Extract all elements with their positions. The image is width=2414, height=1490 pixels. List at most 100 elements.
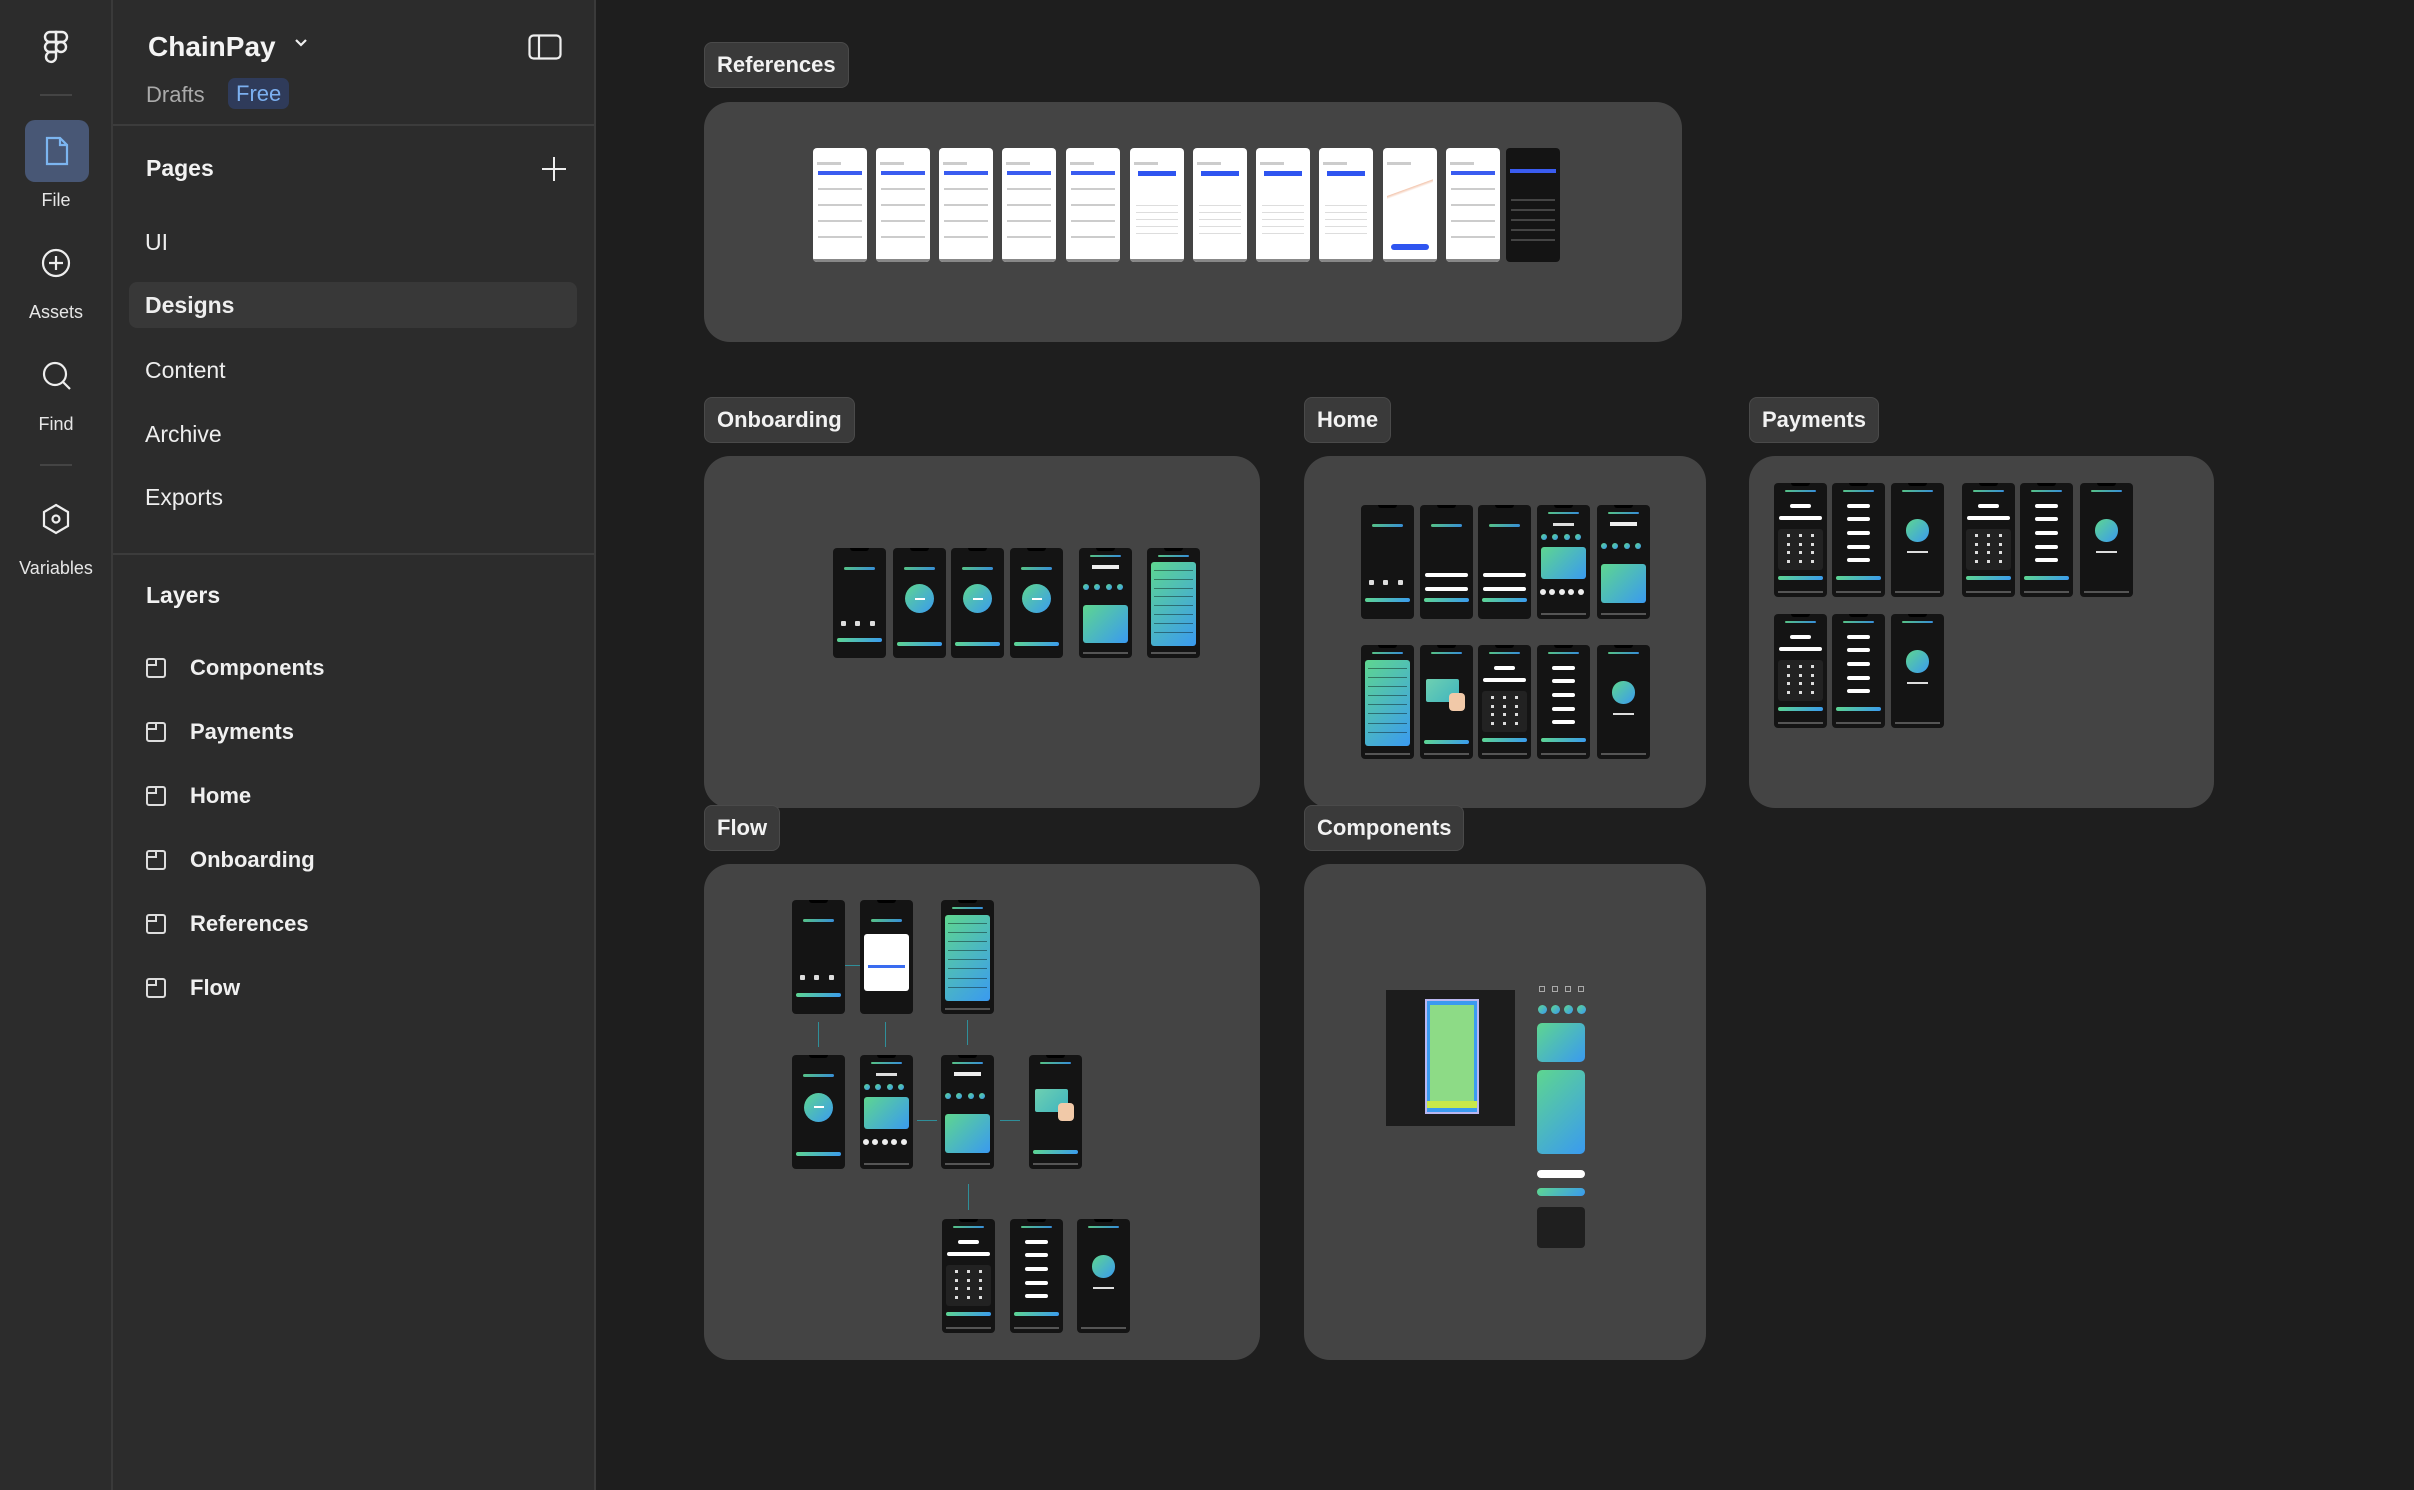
screen-thumbnail[interactable] <box>1832 483 1885 597</box>
action-circle[interactable] <box>1564 1005 1573 1014</box>
screen-thumbnail[interactable] <box>1077 1219 1130 1333</box>
thumb-detail <box>1070 162 1095 165</box>
screen-thumbnail[interactable] <box>2080 483 2133 597</box>
screen-thumbnail[interactable] <box>1774 483 1827 597</box>
page-item-archive[interactable]: Archive <box>145 421 222 447</box>
screen-thumbnail[interactable] <box>860 1055 913 1169</box>
thumb-detail <box>1026 1219 1047 1222</box>
section-label-onboarding[interactable]: Onboarding <box>704 397 855 443</box>
activity-card-large[interactable] <box>1537 1070 1585 1154</box>
screen-thumbnail[interactable] <box>876 148 930 262</box>
action-circle[interactable] <box>1577 1005 1586 1014</box>
screen-thumbnail[interactable] <box>939 148 993 262</box>
screen-thumbnail[interactable] <box>1891 614 1944 728</box>
screen-thumbnail[interactable] <box>1597 645 1650 759</box>
drafts-link[interactable]: Drafts <box>146 82 205 107</box>
screen-thumbnail[interactable] <box>941 1055 994 1169</box>
action-circle[interactable] <box>1538 1005 1547 1014</box>
page-item-ui[interactable]: UI <box>145 229 168 255</box>
assets-button[interactable] <box>41 248 71 283</box>
screen-thumbnail[interactable] <box>1029 1055 1082 1169</box>
screen-thumbnail[interactable] <box>1962 483 2015 597</box>
screen-thumbnail[interactable] <box>1774 614 1827 728</box>
figma-logo-icon[interactable] <box>40 30 72 71</box>
social-icon <box>1383 580 1389 586</box>
input-field <box>1024 1294 1049 1299</box>
screen-thumbnail[interactable] <box>1361 645 1414 759</box>
screen-thumbnail[interactable] <box>1361 505 1414 619</box>
screen-thumbnail[interactable] <box>1066 148 1120 262</box>
thumb-detail <box>818 236 862 238</box>
screen-thumbnail[interactable] <box>792 900 845 1014</box>
page-item-content[interactable]: Content <box>145 357 226 383</box>
screen-thumbnail[interactable] <box>1597 505 1650 619</box>
file-button[interactable] <box>25 120 89 182</box>
variables-button[interactable] <box>42 503 70 540</box>
screen-thumbnail[interactable] <box>1193 148 1247 262</box>
file-name[interactable]: ChainPay <box>148 31 276 62</box>
plan-badge[interactable]: Free <box>228 78 290 109</box>
screen-thumbnail[interactable] <box>792 1055 845 1169</box>
section-label-flow[interactable]: Flow <box>704 805 781 851</box>
screen-thumbnail[interactable] <box>1478 645 1531 759</box>
button-component[interactable] <box>1537 1188 1585 1196</box>
screen-thumbnail[interactable] <box>1147 548 1200 658</box>
screen-thumbnail[interactable] <box>1010 1219 1063 1333</box>
screen-thumbnail[interactable] <box>1420 645 1473 759</box>
screen-thumbnail[interactable] <box>1319 148 1373 262</box>
screen-thumbnail[interactable] <box>893 548 946 658</box>
screen-thumbnail[interactable] <box>942 1219 995 1333</box>
hand-illustration <box>1449 692 1466 712</box>
action-circle[interactable] <box>1551 1005 1560 1014</box>
screen-thumbnail[interactable] <box>1010 548 1063 658</box>
screen-thumbnail[interactable] <box>941 900 994 1014</box>
layer-item[interactable]: Onboarding <box>146 840 315 880</box>
screen-thumbnail[interactable] <box>1079 548 1132 658</box>
thumb-detail <box>813 1106 824 1109</box>
thumb-detail <box>957 900 978 903</box>
page-item-designs[interactable]: Designs <box>129 282 577 328</box>
canvas[interactable]: References Onboarding Home Payments Flow Comp… <box>598 0 2414 1490</box>
screen-thumbnail[interactable] <box>1256 148 1310 262</box>
input-component[interactable] <box>1537 1170 1585 1178</box>
screen-thumbnail[interactable] <box>1478 505 1531 619</box>
section-label-home[interactable]: Home <box>1304 397 1392 443</box>
page-item-exports[interactable]: Exports <box>145 484 223 510</box>
screen-thumbnail[interactable] <box>1383 148 1437 262</box>
thumb-detail <box>1066 259 1120 262</box>
screen-thumbnail[interactable] <box>951 548 1004 658</box>
screen-thumbnail[interactable] <box>1506 148 1560 262</box>
activity-card-small[interactable] <box>1537 1023 1585 1062</box>
layer-item[interactable]: Flow <box>146 968 240 1008</box>
layer-item[interactable]: Home <box>146 776 251 816</box>
screen-thumbnail[interactable] <box>1002 148 1056 262</box>
action-circle <box>978 1092 985 1099</box>
layer-item[interactable]: Components <box>146 648 324 688</box>
screen-thumbnail[interactable] <box>813 148 867 262</box>
add-page-button[interactable] <box>541 156 567 187</box>
section-label-components[interactable]: Components <box>1304 805 1465 851</box>
layer-item[interactable]: References <box>146 904 309 944</box>
screen-thumbnail[interactable] <box>1832 614 1885 728</box>
layer-item[interactable]: Payments <box>146 712 294 752</box>
file-menu-chevron-icon[interactable] <box>293 36 309 54</box>
screen-thumbnail[interactable] <box>1446 148 1500 262</box>
thumb-detail <box>1154 605 1193 607</box>
section-label-payments[interactable]: Payments <box>1749 397 1879 443</box>
screen-thumbnail[interactable] <box>1130 148 1184 262</box>
screen-thumbnail[interactable] <box>1891 483 1944 597</box>
screen-thumbnail[interactable] <box>1537 505 1590 619</box>
section-label-references[interactable]: References <box>704 42 849 88</box>
screen-thumbnail[interactable] <box>860 900 913 1014</box>
toggle-sidebar-icon[interactable] <box>528 34 562 65</box>
screen-thumbnail[interactable] <box>2020 483 2073 597</box>
screen-thumbnail[interactable] <box>1537 645 1590 759</box>
thumb-detail <box>817 162 842 165</box>
thumb-detail <box>1511 209 1555 212</box>
thumb-detail <box>1045 1055 1066 1058</box>
screen-thumbnail[interactable] <box>1420 505 1473 619</box>
screen-thumbnail[interactable] <box>833 548 886 658</box>
thumb-detail <box>957 1055 978 1058</box>
find-button[interactable] <box>42 361 72 396</box>
keypad-component[interactable] <box>1537 1207 1585 1248</box>
